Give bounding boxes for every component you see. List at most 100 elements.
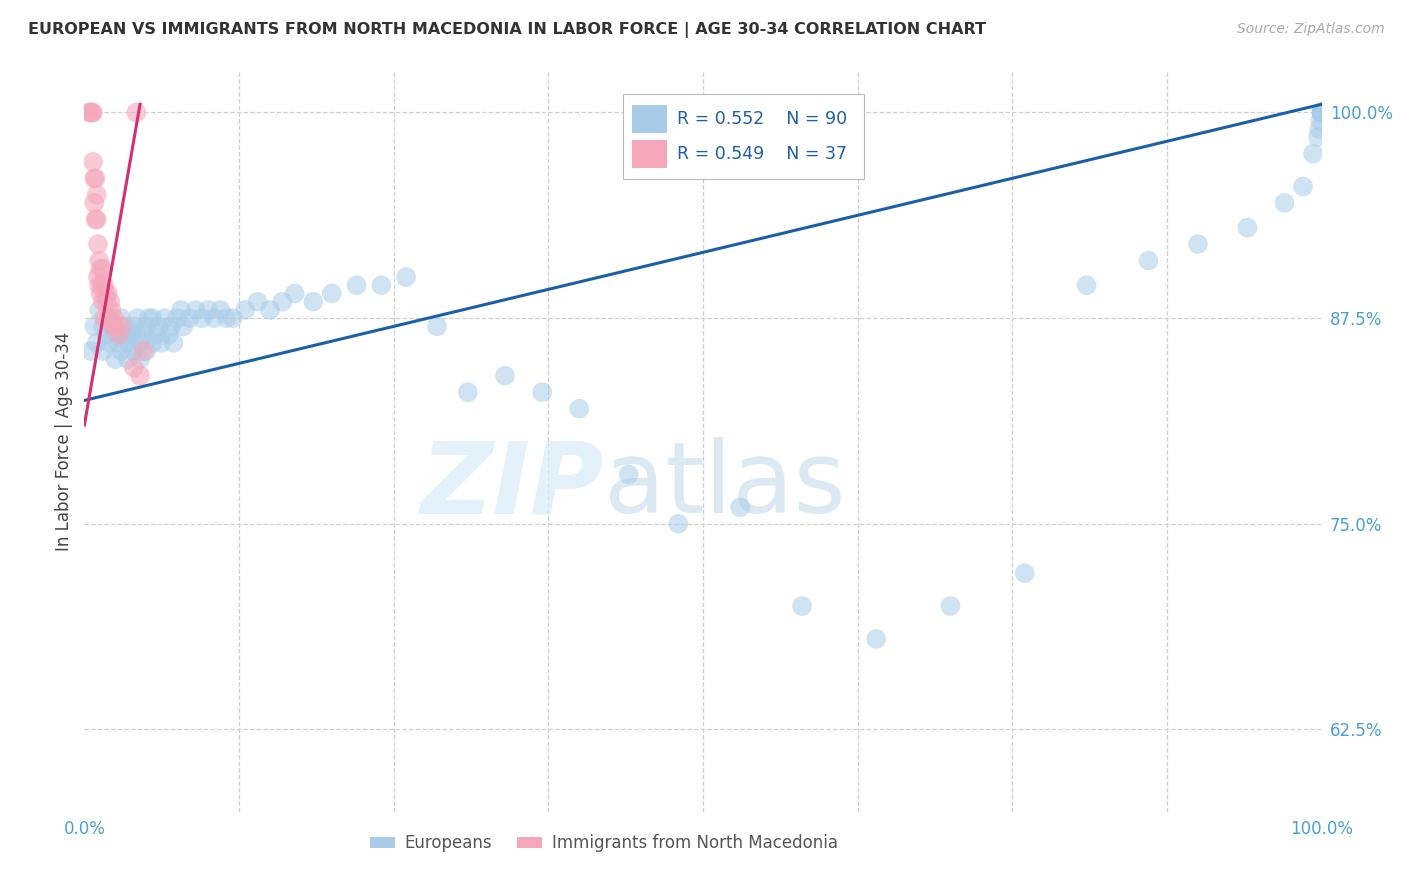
Point — [1292, 179, 1315, 194]
Point — [191, 311, 214, 326]
Point — [1309, 113, 1331, 128]
Point — [110, 344, 132, 359]
Point — [728, 500, 751, 515]
Point — [284, 286, 307, 301]
Point — [132, 344, 155, 359]
Point — [1310, 105, 1333, 120]
Point — [1310, 105, 1333, 120]
Point — [790, 599, 813, 613]
Point — [86, 335, 108, 350]
Point — [101, 319, 124, 334]
Point — [86, 212, 108, 227]
Point — [79, 105, 101, 120]
Point — [89, 261, 111, 276]
Point — [110, 319, 132, 334]
Point — [127, 311, 149, 326]
Point — [145, 327, 167, 342]
Point — [83, 171, 105, 186]
Point — [117, 335, 139, 350]
Legend: Europeans, Immigrants from North Macedonia: Europeans, Immigrants from North Macedon… — [363, 828, 845, 859]
Point — [79, 105, 101, 120]
Point — [91, 261, 114, 276]
Point — [122, 319, 145, 334]
Point — [1274, 196, 1296, 211]
Point — [94, 286, 117, 301]
Point — [93, 311, 115, 326]
Point — [83, 319, 105, 334]
Point — [138, 311, 160, 326]
Point — [141, 335, 163, 350]
Point — [246, 294, 269, 309]
Text: EUROPEAN VS IMMIGRANTS FROM NORTH MACEDONIA IN LABOR FORCE | AGE 30-34 CORRELATI: EUROPEAN VS IMMIGRANTS FROM NORTH MACEDO… — [28, 22, 986, 38]
Point — [87, 237, 110, 252]
Point — [96, 294, 118, 309]
Point — [148, 319, 170, 334]
Point — [82, 154, 104, 169]
Point — [1014, 566, 1036, 581]
Point — [125, 327, 148, 342]
Point — [457, 385, 479, 400]
Point — [135, 319, 157, 334]
Point — [100, 319, 122, 334]
Point — [93, 278, 115, 293]
Point — [170, 302, 193, 317]
Point — [1310, 105, 1333, 120]
Point — [271, 294, 294, 309]
Text: R = 0.549    N = 37: R = 0.549 N = 37 — [678, 145, 846, 163]
Point — [84, 212, 107, 227]
Point — [114, 319, 136, 334]
Point — [108, 335, 131, 350]
Point — [1236, 220, 1258, 235]
Bar — [633, 140, 666, 169]
Point — [89, 253, 111, 268]
Point — [91, 319, 114, 334]
Point — [112, 327, 135, 342]
Point — [166, 311, 188, 326]
Point — [79, 344, 101, 359]
Point — [98, 335, 121, 350]
Point — [370, 278, 392, 293]
Point — [215, 311, 238, 326]
Point — [84, 171, 107, 186]
Point — [108, 327, 131, 342]
Point — [172, 319, 194, 334]
Point — [1306, 130, 1329, 145]
Point — [90, 278, 112, 293]
Point — [150, 335, 173, 350]
Point — [98, 311, 121, 326]
Point — [120, 327, 142, 342]
Point — [1310, 105, 1333, 120]
Point — [222, 311, 245, 326]
Point — [97, 286, 120, 301]
Point — [494, 368, 516, 383]
Point — [104, 319, 127, 334]
Point — [865, 632, 887, 646]
Point — [122, 344, 145, 359]
Point — [129, 335, 152, 350]
Point — [666, 516, 689, 531]
Point — [1302, 146, 1324, 161]
Point — [89, 278, 111, 293]
Point — [141, 311, 163, 326]
Text: Source: ZipAtlas.com: Source: ZipAtlas.com — [1237, 22, 1385, 37]
Point — [302, 294, 325, 309]
Point — [568, 401, 591, 416]
Point — [321, 286, 343, 301]
Point — [162, 335, 184, 350]
Point — [426, 319, 449, 334]
Point — [98, 294, 121, 309]
Point — [80, 105, 103, 120]
Point — [233, 302, 256, 317]
Point — [98, 311, 121, 326]
Point — [110, 311, 132, 326]
Text: R = 0.552    N = 90: R = 0.552 N = 90 — [678, 110, 848, 128]
Y-axis label: In Labor Force | Age 30-34: In Labor Force | Age 30-34 — [55, 332, 73, 551]
Point — [135, 344, 157, 359]
Point — [125, 105, 148, 120]
Point — [179, 311, 201, 326]
Point — [209, 302, 232, 317]
Point — [939, 599, 962, 613]
Point — [96, 327, 118, 342]
Point — [129, 352, 152, 367]
Point — [122, 360, 145, 375]
